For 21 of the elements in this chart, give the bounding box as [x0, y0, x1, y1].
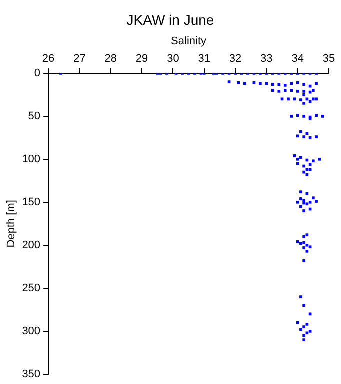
x-tick-label: 32	[229, 52, 242, 65]
y-tick-label: 100	[22, 153, 41, 166]
y-axis-title: Depth [m]	[6, 200, 18, 248]
y-tick-label: 200	[22, 239, 41, 252]
y-tick-label: 150	[22, 196, 41, 208]
x-axis-title: Salinity	[171, 36, 207, 48]
x-tick-label: 31	[198, 52, 210, 65]
x-tick-label: 34	[292, 52, 304, 65]
y-tick-label: 250	[22, 282, 41, 294]
x-tick-label: 30	[167, 52, 180, 65]
y-tick-label: 50	[28, 110, 41, 122]
x-tick-label: 26	[42, 52, 55, 65]
x-tick-label: 29	[136, 52, 148, 65]
x-tick-label: 33	[260, 52, 273, 65]
x-tick-label: 27	[74, 52, 86, 65]
y-tick-label: 300	[22, 325, 41, 338]
x-tick-label: 35	[322, 52, 336, 65]
y-tick-label: 350	[22, 368, 41, 380]
y-tick-label: 0	[34, 67, 41, 80]
x-tick-label: 28	[104, 52, 117, 65]
chart-title: JKAW in June	[126, 11, 216, 30]
